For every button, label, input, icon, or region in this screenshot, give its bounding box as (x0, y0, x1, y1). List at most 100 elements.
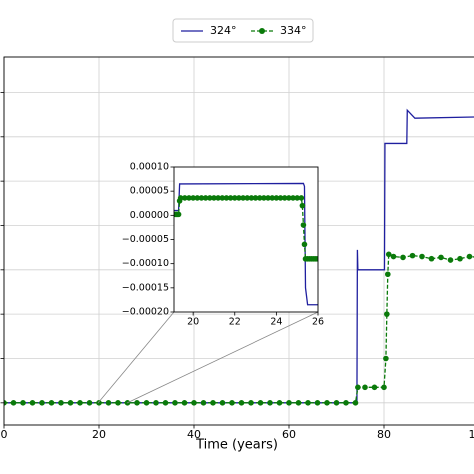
series-marker (265, 195, 271, 201)
series-marker (219, 400, 226, 406)
series-marker (77, 400, 83, 406)
x-tick-label: 26 (312, 317, 324, 328)
series-marker (257, 400, 264, 406)
series-marker (273, 195, 280, 201)
series-marker (362, 384, 368, 391)
series-marker (466, 253, 473, 260)
series-marker (305, 400, 311, 406)
y-tick-label: 0.00005 (130, 186, 169, 197)
x-tick-label: 20 (187, 317, 199, 328)
series-marker (252, 195, 259, 201)
series-marker (314, 400, 321, 406)
series-marker (215, 195, 221, 201)
series-marker (202, 195, 209, 201)
series-marker (248, 195, 255, 201)
x-axis-label: Time (years) (195, 438, 278, 453)
series-marker (371, 384, 378, 391)
x-tick-label: 22 (229, 317, 241, 328)
series-group (4, 108, 474, 406)
x-tick-label: 24 (270, 317, 282, 328)
legend-marker (259, 28, 265, 34)
series-marker (200, 400, 207, 406)
y-tick-label: −0.00015 (122, 282, 169, 293)
series-marker (231, 195, 238, 201)
series-marker (355, 384, 361, 391)
y-tick-label: −0.00020 (122, 307, 169, 318)
series-marker (96, 400, 102, 406)
series-marker (4, 400, 7, 406)
series-marker (223, 195, 230, 201)
series-marker (269, 195, 276, 201)
series-marker (186, 195, 192, 201)
series-marker (194, 195, 201, 201)
plot-area (174, 167, 318, 312)
series-marker (229, 400, 235, 406)
series-marker (29, 400, 36, 406)
series-marker (105, 400, 112, 406)
legend-label: 324° (210, 24, 237, 37)
series-marker (210, 400, 216, 406)
series-marker (390, 253, 397, 260)
series-marker (294, 195, 300, 201)
series-marker (385, 251, 392, 258)
series-marker (301, 241, 308, 248)
series-marker (277, 195, 284, 201)
series-marker (67, 400, 74, 406)
y-tick-label: 0.00000 (130, 210, 169, 221)
zoom-connector (97, 311, 175, 404)
series-marker (299, 202, 306, 209)
inset-plot: 20 22 24 26 0.00010 0.00005 0.00000 −0.00005 −0.… (122, 162, 324, 328)
series-marker (324, 400, 330, 406)
series-marker (352, 400, 359, 406)
series-marker (238, 400, 245, 406)
series-marker (143, 400, 150, 406)
axes-frame (173, 166, 319, 313)
series-marker (333, 400, 340, 406)
x-tick-label: 100 (469, 428, 474, 441)
series-marker (181, 400, 188, 406)
series-marker (409, 252, 416, 259)
series-marker (86, 400, 93, 406)
series-marker (343, 400, 349, 406)
series-marker (419, 253, 425, 260)
series-marker (300, 222, 307, 228)
series-marker (286, 195, 292, 201)
y-tick-label: −0.00010 (122, 258, 169, 269)
series-marker (244, 195, 251, 201)
series-marker (315, 256, 318, 262)
x-tick-label: 0 (1, 428, 8, 441)
series-marker (115, 400, 121, 406)
series-marker (281, 195, 288, 201)
series-marker (153, 400, 159, 406)
series-marker (177, 195, 184, 201)
series-marker (190, 195, 196, 201)
series-marker (219, 195, 226, 201)
legend: 324° 334° (172, 18, 314, 43)
zoom-connector (126, 311, 319, 404)
series-marker (295, 400, 302, 406)
x-tick-label: 80 (377, 428, 391, 441)
legend-label: 334° (280, 24, 307, 37)
legend-box (172, 18, 314, 43)
series-marker (48, 400, 55, 406)
series-marker (58, 400, 64, 406)
series-marker (10, 400, 17, 406)
series-marker (447, 257, 454, 263)
series-marker (438, 254, 444, 261)
x-tick-label: 40 (187, 428, 201, 441)
series-marker (298, 195, 305, 201)
y-tick-label: −0.00005 (122, 234, 169, 245)
series-marker (20, 400, 26, 406)
series-group (174, 182, 318, 306)
series-marker (162, 400, 169, 406)
series-marker (206, 195, 213, 201)
y-tick-label: 0.00010 (130, 162, 169, 173)
series-marker (290, 195, 296, 201)
series-line (4, 108, 474, 404)
series-marker (428, 255, 435, 262)
series-marker (211, 195, 217, 201)
main-plot: 0 20 40 60 80 100 Time (years) (0, 56, 474, 453)
series-marker (400, 254, 406, 261)
axes-frame (3, 56, 474, 426)
